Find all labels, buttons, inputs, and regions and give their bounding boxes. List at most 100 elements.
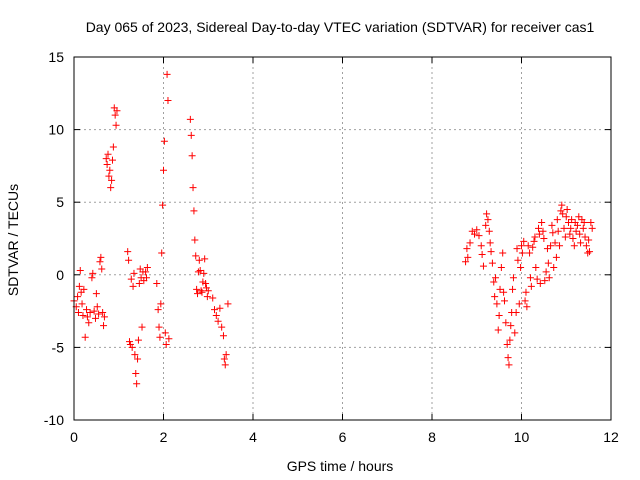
data-point — [491, 293, 499, 301]
data-point — [563, 205, 571, 213]
data-point — [490, 278, 498, 286]
data-point — [586, 248, 594, 256]
data-point — [194, 290, 202, 298]
data-point — [95, 310, 103, 318]
data-point — [568, 216, 576, 224]
data-point — [187, 131, 195, 139]
data-point — [543, 245, 551, 253]
data-point — [160, 166, 167, 174]
axis-ticks — [73, 56, 612, 421]
x-axis-label: GPS time / hours — [287, 458, 394, 474]
data-point — [497, 264, 505, 272]
data-point — [142, 274, 150, 282]
data-point — [125, 338, 133, 346]
data-point — [475, 232, 483, 240]
data-point — [200, 269, 208, 277]
data-point — [529, 243, 537, 251]
data-point — [102, 155, 110, 163]
data-point — [536, 280, 544, 288]
x-tick-label: 4 — [249, 429, 257, 445]
data-point — [131, 351, 139, 359]
data-point — [509, 285, 517, 293]
y-tick-label: 0 — [56, 267, 64, 283]
data-point — [133, 380, 141, 388]
data-point — [500, 288, 508, 296]
data-point — [220, 355, 228, 363]
data-point — [85, 319, 93, 327]
data-point — [112, 121, 120, 129]
data-point — [132, 370, 140, 378]
data-point — [493, 300, 501, 308]
data-point — [159, 201, 167, 209]
data-point — [531, 233, 539, 241]
data-point — [214, 317, 222, 325]
data-point — [83, 306, 91, 314]
data-point — [191, 236, 199, 244]
data-point — [512, 309, 520, 317]
data-point — [212, 311, 220, 319]
data-point — [157, 300, 165, 308]
data-point — [572, 227, 580, 235]
data-point — [486, 239, 494, 247]
data-point — [83, 313, 91, 321]
data-point — [556, 242, 564, 250]
data-point — [81, 333, 89, 341]
data-point — [134, 355, 142, 363]
data-point — [100, 322, 108, 330]
data-point — [532, 264, 540, 272]
data-point — [127, 275, 135, 283]
data-point — [202, 284, 210, 292]
data-point — [143, 264, 151, 272]
data-point — [113, 107, 121, 115]
data-point — [209, 294, 217, 302]
data-point — [513, 245, 521, 253]
data-point — [161, 329, 169, 337]
data-point — [505, 361, 513, 369]
y-axis-label: SDTVAR / TECUs — [5, 184, 21, 296]
data-point — [547, 242, 555, 250]
data-point — [551, 239, 559, 247]
data-point — [495, 311, 503, 319]
data-point — [80, 285, 88, 293]
data-point — [142, 268, 150, 276]
data-point — [204, 287, 212, 295]
data-point — [521, 297, 529, 305]
data-point — [92, 290, 100, 298]
data-point — [526, 249, 534, 257]
data-point — [471, 230, 479, 238]
data-point — [163, 70, 171, 78]
data-point — [198, 288, 206, 296]
data-point — [585, 236, 593, 244]
data-point — [190, 207, 198, 215]
data-point — [104, 150, 112, 158]
data-point — [518, 249, 526, 257]
data-point — [105, 172, 113, 180]
data-point — [560, 224, 568, 232]
data-point — [582, 242, 590, 250]
data-point — [522, 288, 530, 296]
data-point — [533, 275, 541, 283]
data-point — [511, 329, 519, 337]
data-point — [535, 230, 543, 238]
data-point — [97, 253, 105, 261]
data-point — [162, 340, 170, 348]
data-point — [479, 262, 487, 270]
data-point — [553, 216, 561, 224]
data-point — [514, 256, 522, 264]
data-point — [93, 303, 101, 311]
data-point — [466, 239, 474, 247]
data-point — [75, 282, 83, 290]
data-point — [78, 300, 86, 308]
data-point — [193, 285, 201, 293]
data-point — [134, 336, 142, 344]
data-point — [562, 213, 570, 221]
data-point — [523, 303, 531, 311]
data-point — [482, 221, 490, 229]
data-point — [156, 333, 164, 341]
data-point — [588, 224, 596, 232]
data-point — [538, 219, 546, 227]
data-point — [557, 207, 565, 215]
data-point — [130, 269, 138, 277]
data-point — [473, 226, 481, 234]
